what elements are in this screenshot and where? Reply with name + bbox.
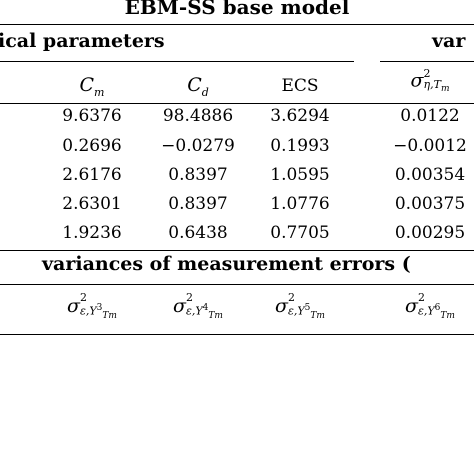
cell: −0.0012: [393, 136, 467, 156]
cell: 0.1993: [270, 136, 330, 156]
cell: 3.6294: [270, 106, 330, 126]
column-header-sigma-eps-y3: σ 2 ε,Y3Tm: [67, 291, 117, 321]
cell: 1.0776: [270, 194, 330, 214]
column-header-cd: Cd: [187, 74, 209, 99]
cell: 0.00375: [394, 194, 466, 214]
column-header-sigma-eps-y4: σ 2 ε,Y4Tm: [173, 291, 223, 321]
measurement-header-rule: [0, 334, 474, 335]
column-header-cm: Cm: [79, 74, 105, 99]
physical-parameters-header: ical parameters: [0, 30, 165, 52]
cell: 98.4886: [162, 106, 234, 126]
cell: 0.6438: [168, 223, 228, 243]
cell: 0.2696: [62, 136, 122, 156]
cell: 0.7705: [270, 223, 330, 243]
cell: 1.0595: [270, 165, 330, 185]
cell: 2.6301: [62, 194, 122, 214]
column-header-ecs: ECS: [281, 76, 319, 96]
physical-group-rule: [0, 61, 354, 62]
column-header-sigma-eps-y5: σ 2 ε,Y5Tm: [275, 291, 325, 321]
cell: 2.6176: [62, 165, 122, 185]
column-header-sigma-eta: σ 2 η,Tm: [410, 67, 450, 95]
measurement-group-rule: [0, 284, 474, 285]
cell: 0.0122: [400, 106, 460, 126]
table-title: EBM-SS base model: [124, 0, 350, 19]
variances-header-partial: var: [432, 30, 466, 52]
cell: 0.8397: [168, 165, 228, 185]
column-header-sigma-eps-y6: σ 2 ε,Y6Tm: [405, 291, 455, 321]
header-rule: [0, 103, 474, 104]
cell: 9.6376: [62, 106, 122, 126]
measurement-errors-header: variances of measurement errors (: [42, 253, 411, 275]
data-bottom-rule: [0, 250, 474, 251]
cell: 0.00354: [394, 165, 466, 185]
cell: 0.00295: [394, 223, 466, 243]
cell: −0.0279: [161, 136, 235, 156]
cell: 0.8397: [168, 194, 228, 214]
title-rule: [0, 24, 474, 25]
variances-group-rule: [380, 61, 474, 62]
cell: 1.9236: [62, 223, 122, 243]
